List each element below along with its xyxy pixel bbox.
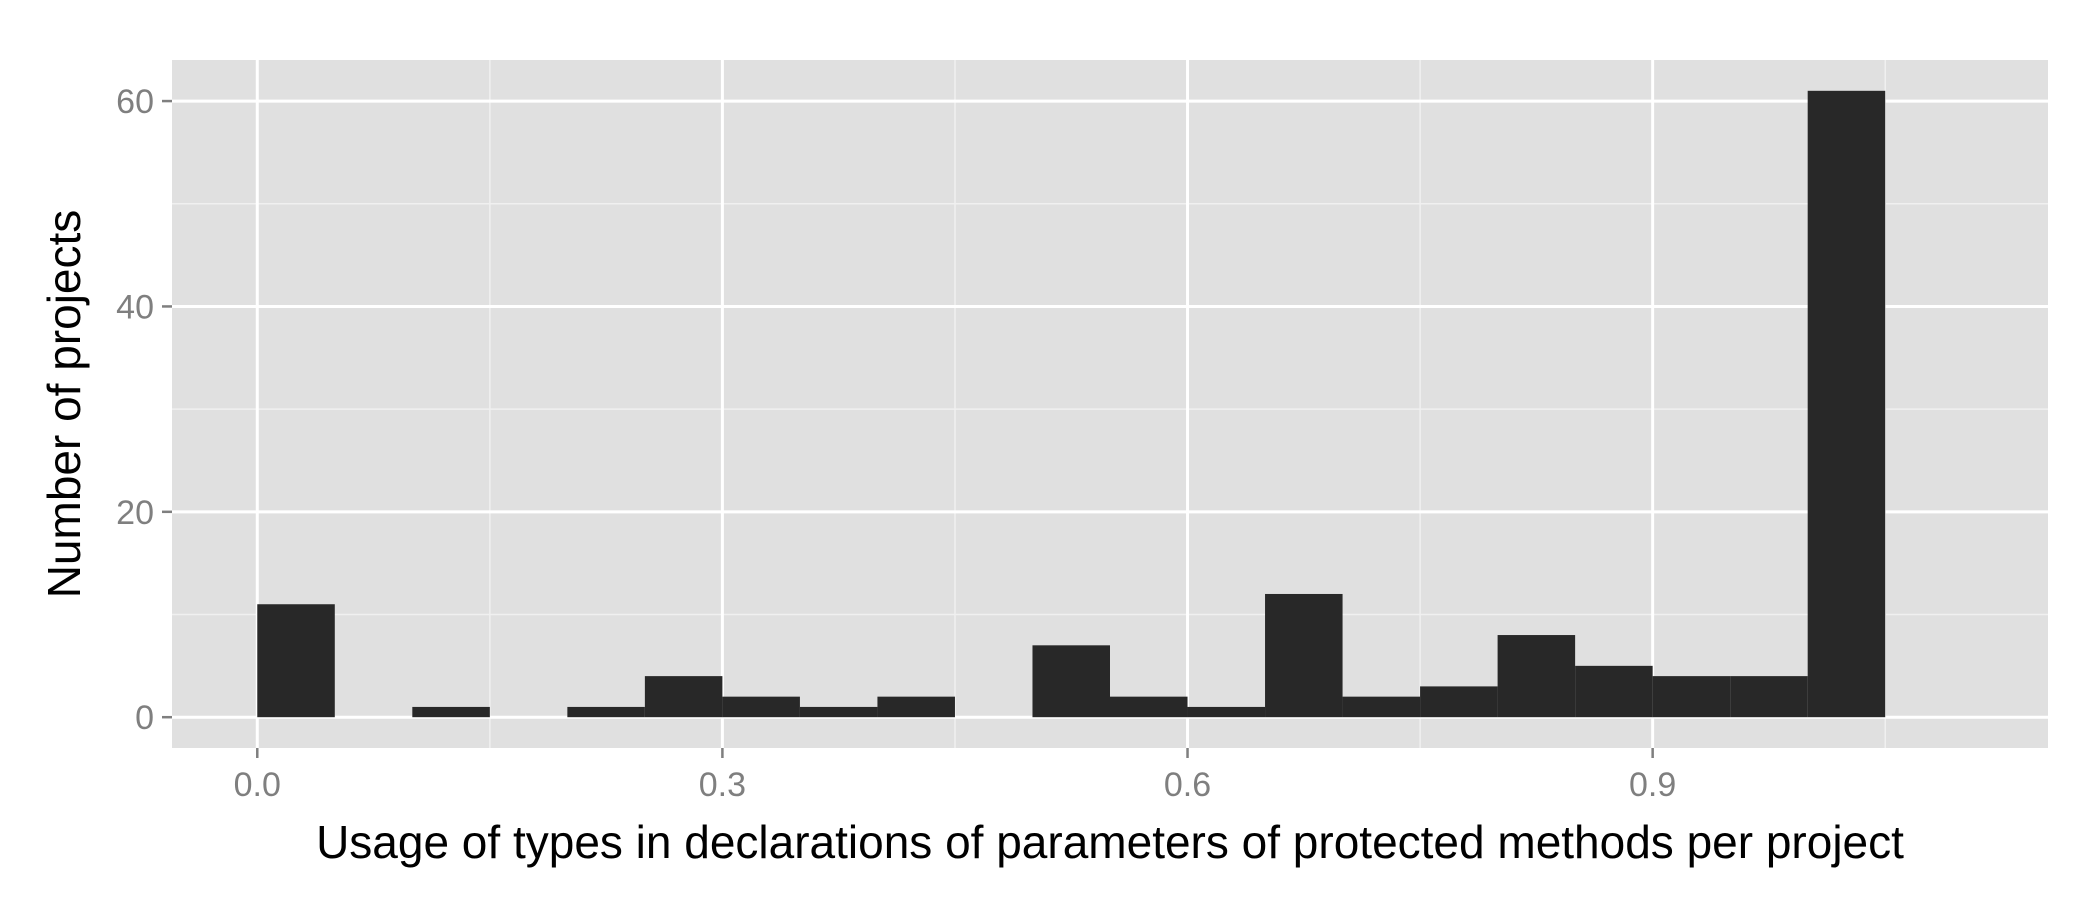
y-tick-label: 60: [116, 83, 154, 121]
histogram-bar: [1807, 90, 1886, 718]
histogram-bar: [1187, 706, 1266, 718]
histogram-bar: [644, 676, 723, 718]
histogram-bar: [1032, 645, 1110, 718]
histogram-bar: [722, 696, 800, 718]
histogram-bar: [1420, 686, 1498, 718]
histogram-bar: [1342, 696, 1421, 718]
x-tick-label: 0.6: [1164, 766, 1211, 804]
x-tick-label: 0.0: [234, 766, 281, 804]
histogram-bar: [1110, 696, 1188, 718]
histogram-bar: [799, 706, 878, 718]
x-tick-label: 0.9: [1629, 766, 1676, 804]
plot-panel: [172, 60, 2048, 748]
histogram-bar: [1497, 635, 1576, 718]
x-tick-label: 0.3: [699, 766, 746, 804]
minor-gridlines: [172, 60, 2048, 748]
histogram-bar: [1265, 593, 1343, 718]
histogram-bar: [257, 604, 335, 718]
histogram-bars: [257, 90, 1886, 718]
histogram-bar: [412, 706, 490, 718]
histogram-bar: [1575, 665, 1653, 718]
histogram-bar: [1652, 676, 1731, 718]
histogram-bar: [877, 696, 955, 718]
histogram-bar: [1730, 676, 1808, 718]
x-axis: 0.0 0.3 0.6 0.9: [234, 748, 1676, 804]
y-axis: 0 20 40 60: [116, 83, 172, 737]
x-axis-title: Usage of types in declarations of parame…: [316, 816, 1904, 868]
y-tick-label: 0: [135, 699, 154, 737]
y-tick-label: 40: [116, 288, 154, 326]
y-axis-title: Number of projects: [38, 210, 90, 599]
histogram-bar: [567, 706, 645, 718]
y-tick-label: 20: [116, 494, 154, 532]
